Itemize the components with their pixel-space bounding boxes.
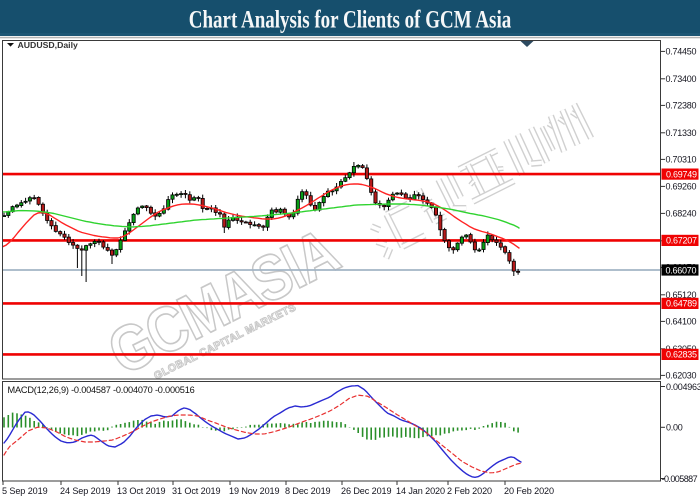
svg-text:19 Nov 2019: 19 Nov 2019: [229, 486, 280, 496]
svg-text:0.74450: 0.74450: [666, 47, 697, 57]
svg-text:0.62835: 0.62835: [666, 350, 697, 360]
svg-text:0.71330: 0.71330: [666, 128, 697, 138]
svg-text:5 Sep 2019: 5 Sep 2019: [2, 486, 48, 496]
svg-text:0.72380: 0.72380: [666, 101, 697, 111]
svg-text:0.69749: 0.69749: [666, 169, 697, 179]
svg-text:0.69260: 0.69260: [666, 182, 697, 192]
svg-text:2 Feb 2020: 2 Feb 2020: [447, 486, 492, 496]
svg-text:14 Jan 2020: 14 Jan 2020: [396, 486, 445, 496]
svg-text:20 Feb 2020: 20 Feb 2020: [504, 486, 554, 496]
svg-text:Chart Analysis for Clients of: Chart Analysis for Clients of GCM Asia: [189, 5, 511, 33]
svg-text:0.65120: 0.65120: [666, 290, 697, 300]
svg-text:13 Oct 2019: 13 Oct 2019: [117, 486, 165, 496]
svg-text:-0.005887: -0.005887: [662, 474, 698, 484]
svg-text:MACD(12,26,9) -0.004587 -0.004: MACD(12,26,9) -0.004587 -0.004070 -0.000…: [8, 385, 195, 395]
svg-text:0.64100: 0.64100: [666, 317, 697, 327]
svg-text:AUDUSD,Daily: AUDUSD,Daily: [18, 40, 79, 50]
svg-text:0.66070: 0.66070: [666, 265, 697, 275]
svg-text:0.73400: 0.73400: [666, 74, 697, 84]
svg-text:0.70310: 0.70310: [666, 155, 697, 165]
svg-text:0.64789: 0.64789: [666, 299, 697, 309]
svg-text:24 Sep 2019: 24 Sep 2019: [60, 486, 111, 496]
svg-text:26 Dec 2019: 26 Dec 2019: [341, 486, 392, 496]
svg-text:0.00: 0.00: [666, 423, 683, 433]
svg-text:31 Oct 2019: 31 Oct 2019: [172, 486, 220, 496]
svg-text:8 Dec 2019: 8 Dec 2019: [285, 486, 331, 496]
svg-text:0.67207: 0.67207: [666, 236, 697, 246]
svg-text:0.68240: 0.68240: [666, 209, 697, 219]
svg-text:0.62030: 0.62030: [666, 371, 697, 381]
svg-text:0.004963: 0.004963: [666, 382, 700, 392]
